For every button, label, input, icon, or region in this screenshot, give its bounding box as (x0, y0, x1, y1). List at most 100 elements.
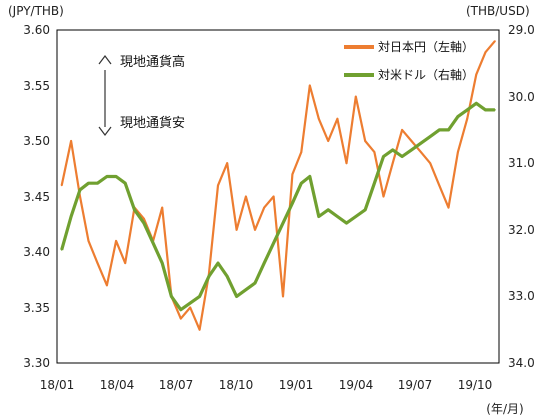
data-point-jpy (96, 262, 99, 264)
data-point-jpy (308, 84, 311, 87)
y-right-tick-label: 31.0 (508, 156, 535, 170)
y-right-tick-label: 32.0 (508, 223, 535, 237)
y-right-ticks: 29.0 30.0 31.0 32.0 33.0 34.0 (508, 23, 535, 370)
data-point-jpy (410, 140, 413, 142)
data-point-usd (354, 215, 357, 218)
annotation-local-currency-down: 現地通貨安 (120, 115, 185, 131)
data-point-jpy (291, 173, 294, 176)
data-point-jpy (466, 117, 469, 120)
legend-label-jpy: 対日本円（左軸） (378, 39, 474, 54)
data-point-jpy (143, 217, 145, 220)
x-axis-unit: (年/月) (486, 402, 523, 416)
data-point-usd (79, 188, 81, 191)
data-point-usd (217, 262, 219, 264)
data-point-usd (96, 182, 99, 185)
data-point-jpy (217, 184, 219, 187)
data-point-jpy (70, 140, 72, 142)
data-point-usd (152, 242, 155, 245)
data-point-usd (391, 149, 394, 151)
data-point-jpy (475, 73, 478, 76)
data-point-usd (198, 295, 201, 298)
data-point-jpy (345, 162, 348, 165)
y-right-tick-label: 34.0 (508, 356, 535, 370)
data-point-usd (327, 208, 330, 211)
data-point-jpy (87, 240, 90, 242)
y-left-ticks: 3.30 3.35 3.40 3.45 3.50 3.55 3.60 (23, 23, 50, 370)
data-point-jpy (254, 228, 256, 231)
y-right-tick-label: 33.0 (508, 289, 535, 303)
data-point-usd (364, 208, 367, 211)
y-right-tick-label: 29.0 (508, 23, 535, 37)
legend: 対日本円（左軸） 対米ドル（右軸） (344, 39, 474, 82)
direction-annotation: 現地通貨高 現地通貨安 (98, 54, 185, 136)
x-ticks: 18/01 18/04 18/07 18/10 19/01 19/04 19/0… (40, 378, 493, 392)
data-point-jpy (429, 162, 432, 165)
y-left-tick-label: 3.60 (23, 23, 50, 37)
data-point-jpy (161, 206, 164, 209)
data-point-jpy (198, 328, 201, 331)
data-point-usd (475, 102, 478, 105)
y-left-tick-label: 3.40 (23, 245, 50, 259)
data-point-usd (345, 222, 348, 225)
data-point-jpy (391, 162, 394, 165)
data-point-jpy (282, 295, 284, 298)
data-point-jpy (484, 51, 487, 54)
data-point-usd (272, 242, 275, 245)
y-left-tick-label: 3.35 (23, 301, 50, 315)
y-right-tick-label: 30.0 (508, 90, 535, 104)
data-point-usd (161, 262, 164, 264)
data-point-jpy (447, 206, 450, 209)
data-point-usd (189, 302, 192, 304)
data-point-jpy (60, 184, 63, 187)
data-point-usd (373, 182, 376, 185)
data-point-usd (401, 155, 403, 158)
legend-label-usd: 対米ドル（右軸） (378, 67, 474, 82)
x-tick-label: 19/10 (458, 378, 493, 392)
data-point-jpy (115, 240, 117, 242)
data-point-usd (494, 109, 496, 111)
data-point-usd (124, 182, 127, 185)
data-point-jpy (317, 117, 320, 120)
data-point-usd (60, 248, 63, 251)
data-point-usd (179, 308, 182, 311)
data-point-usd (410, 149, 413, 151)
data-point-jpy (354, 95, 357, 98)
x-tick-label: 18/10 (219, 378, 254, 392)
arrow-up-icon (98, 55, 112, 65)
data-point-jpy (457, 151, 459, 154)
data-point-jpy (226, 162, 229, 165)
x-tick-label: 18/04 (100, 378, 135, 392)
data-point-usd (336, 215, 339, 218)
plot-frame (56, 29, 500, 364)
data-point-jpy (124, 262, 127, 264)
data-point-usd (317, 215, 320, 218)
data-point-usd (170, 295, 173, 298)
y-right-unit: (THB/USD) (466, 4, 530, 18)
data-point-jpy (494, 40, 496, 42)
data-point-jpy (235, 228, 238, 231)
data-point-jpy (438, 184, 441, 187)
data-point-usd (263, 262, 266, 264)
data-point-jpy (373, 151, 376, 154)
series-layer (60, 40, 496, 331)
data-point-jpy (401, 129, 403, 131)
data-point-usd (438, 129, 441, 131)
data-point-jpy (263, 206, 266, 209)
data-point-usd (70, 215, 72, 218)
annotation-local-currency-up: 現地通貨高 (120, 54, 185, 70)
data-point-jpy (336, 117, 339, 120)
data-point-usd (245, 288, 247, 291)
data-point-usd (447, 129, 450, 131)
data-point-jpy (420, 151, 422, 154)
x-tick-label: 19/04 (339, 378, 374, 392)
x-tick-label: 19/01 (279, 378, 314, 392)
arrow-down-icon (98, 126, 112, 136)
data-point-usd (143, 222, 145, 225)
data-point-usd (420, 142, 422, 145)
x-tick-label: 18/01 (40, 378, 75, 392)
data-point-usd (235, 295, 238, 298)
data-point-jpy (327, 140, 330, 142)
data-point-jpy (106, 284, 108, 287)
data-point-jpy (300, 151, 303, 154)
